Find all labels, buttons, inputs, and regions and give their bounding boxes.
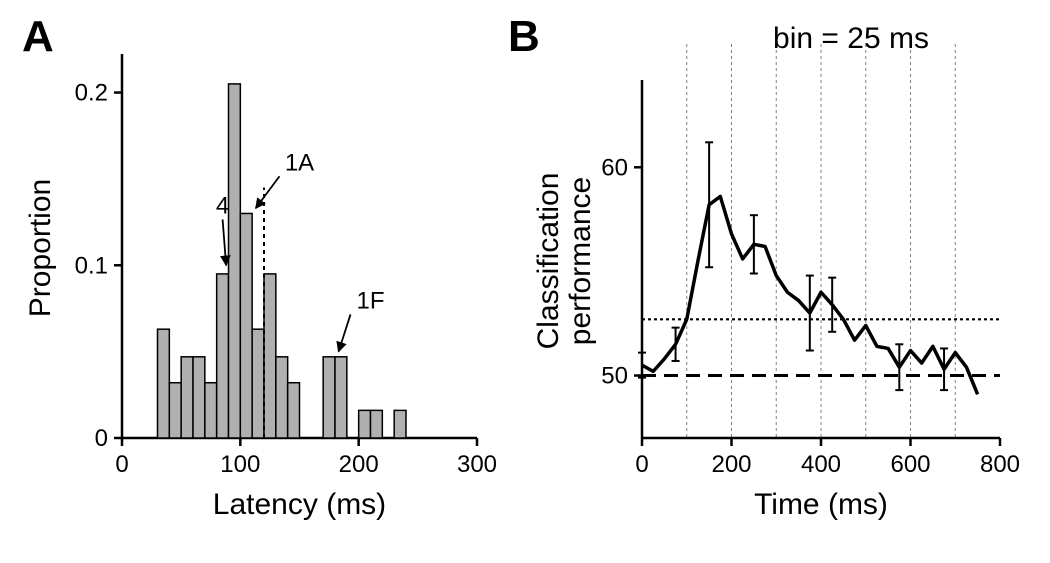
x-tick-label: 800 xyxy=(980,451,1020,478)
histogram-bar xyxy=(264,274,276,438)
histogram-chart: 010020030000.10.241A1FLatency (ms)Propor… xyxy=(22,18,492,528)
y-tick-label: 0.2 xyxy=(75,80,108,107)
y-tick-label: 60 xyxy=(601,154,628,181)
histogram-bar xyxy=(371,410,383,438)
histogram-bar xyxy=(323,357,335,438)
svg-text:Classification: Classification xyxy=(532,173,565,350)
y-axis-label: Classificationperformance xyxy=(532,173,597,350)
histogram-bar xyxy=(205,383,217,438)
histogram-bar xyxy=(288,383,300,438)
y-tick-label: 50 xyxy=(601,363,628,390)
histogram-bar xyxy=(240,213,252,438)
annotation-label: 4 xyxy=(216,192,229,219)
x-axis-label: Time (ms) xyxy=(754,488,888,521)
histogram-bar xyxy=(181,357,193,438)
x-tick-label: 200 xyxy=(339,451,379,478)
y-axis-label: Proportion xyxy=(24,179,57,317)
x-axis-label: Latency (ms) xyxy=(213,488,386,521)
histogram-bar xyxy=(359,410,371,438)
histogram-bar xyxy=(193,357,205,438)
chart-title: bin = 25 ms xyxy=(773,22,929,55)
x-tick-label: 0 xyxy=(635,451,648,478)
histogram-bar xyxy=(335,357,347,438)
annotation-arrow xyxy=(339,314,351,351)
histogram-bar xyxy=(276,357,288,438)
line-chart: 02004006008005060bin = 25 msTime (ms)Cla… xyxy=(512,18,1012,528)
y-tick-label: 0.1 xyxy=(75,252,108,279)
histogram-bar xyxy=(252,329,264,438)
histogram-bar xyxy=(158,329,170,438)
x-tick-label: 200 xyxy=(711,451,751,478)
annotation-label: 1F xyxy=(356,287,384,314)
x-tick-label: 600 xyxy=(890,451,930,478)
annotation-arrow xyxy=(223,219,227,265)
histogram-bar xyxy=(217,274,229,438)
panel-a-label: A xyxy=(22,12,54,62)
histogram-bar xyxy=(169,383,181,438)
histogram-bar xyxy=(394,410,406,438)
panel-a: A 010020030000.10.241A1FLatency (ms)Prop… xyxy=(22,18,492,528)
histogram-bar xyxy=(229,84,241,438)
svg-text:performance: performance xyxy=(564,177,597,345)
y-tick-label: 0 xyxy=(95,425,108,452)
x-tick-label: 400 xyxy=(801,451,841,478)
panel-b: B 02004006008005060bin = 25 msTime (ms)C… xyxy=(512,18,1012,528)
x-tick-label: 0 xyxy=(115,451,128,478)
panel-b-label: B xyxy=(508,12,540,62)
annotation-arrow xyxy=(256,176,280,208)
x-tick-label: 300 xyxy=(457,451,497,478)
annotation-label: 1A xyxy=(285,149,314,176)
x-tick-label: 100 xyxy=(220,451,260,478)
